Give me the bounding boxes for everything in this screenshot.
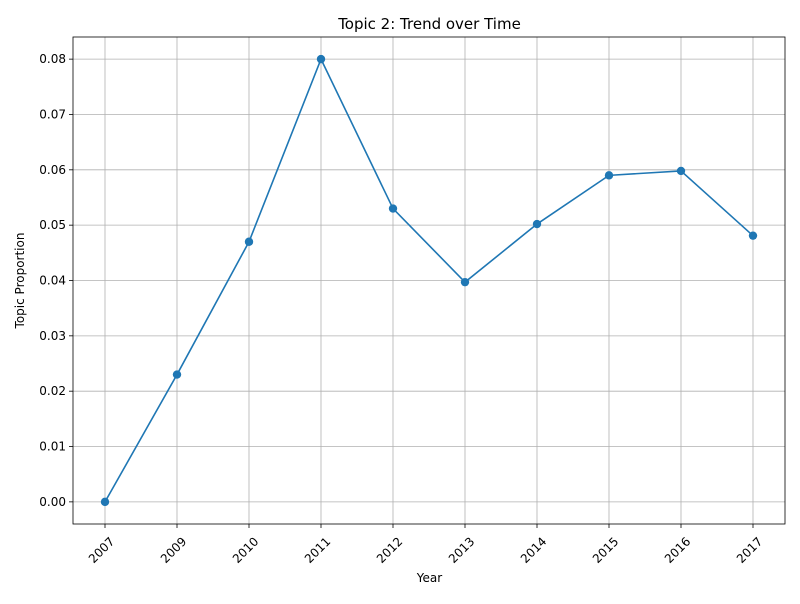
y-tick-label: 0.00 [39,495,66,509]
data-point [388,204,398,213]
x-axis-ticks: 2007 2009 2010 2011 2012 2013 2014 2015 2016 2017 [86,524,765,566]
data-point [604,171,614,180]
x-tick-label: 2011 [302,534,333,565]
data-point [532,219,542,229]
data-point [100,497,110,507]
data-point [172,370,182,379]
data-point [676,166,686,176]
y-axis-label: Topic Proportion [13,233,27,330]
y-tick-label: 0.03 [39,329,66,343]
x-axis-label: Year [416,571,442,585]
x-tick-label: 2015 [590,534,621,565]
data-point [460,277,470,287]
x-tick-label: 2007 [86,534,117,565]
x-tick-label: 2009 [158,534,189,565]
series-layer [100,54,758,507]
y-tick-label: 0.05 [39,218,66,232]
x-tick-label: 2014 [518,534,549,565]
x-tick-label: 2013 [446,534,477,565]
data-point [244,237,254,246]
series-line [104,57,754,503]
data-point [316,54,326,64]
data-point [748,231,758,240]
y-tick-label: 0.02 [39,384,66,398]
x-tick-label: 2012 [374,534,405,565]
y-tick-label: 0.07 [39,107,66,121]
y-tick-label: 0.04 [39,274,66,288]
y-axis-ticks: 0.00 0.01 0.02 0.03 0.04 0.05 0.06 0.07 0.08 [39,52,73,509]
x-tick-label: 2010 [230,534,261,565]
y-tick-label: 0.01 [39,440,66,454]
y-tick-label: 0.06 [39,163,66,177]
chart-title: Topic 2: Trend over Time [337,15,521,33]
x-tick-label: 2017 [734,534,765,565]
grid-lines [73,37,785,524]
x-tick-label: 2016 [662,534,693,565]
y-tick-label: 0.08 [39,52,66,66]
